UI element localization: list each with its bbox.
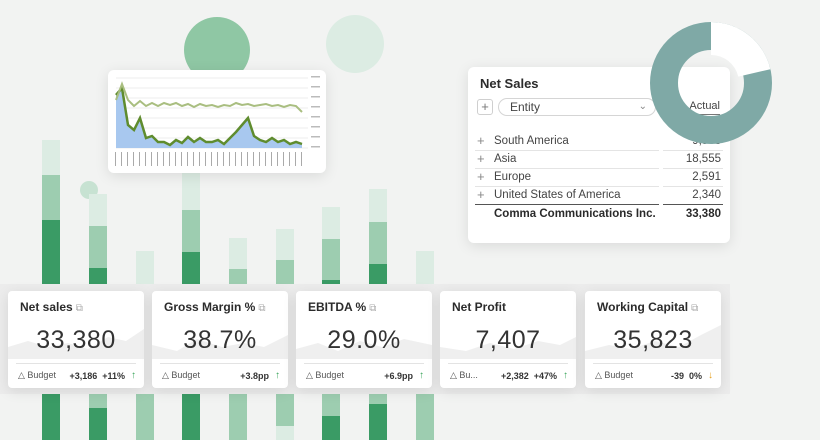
mini-line-chart-card bbox=[108, 70, 326, 173]
row-name: United States of America bbox=[494, 189, 621, 201]
kpi-delta: +3.8pp bbox=[240, 370, 269, 381]
arrow-up-icon: ↑ bbox=[275, 370, 280, 381]
kpi-delta-pct: +47% bbox=[533, 370, 557, 381]
kpi-title: Net Profit bbox=[452, 300, 506, 314]
kpi-value: 35,823 bbox=[613, 326, 693, 354]
entity-dimension-select[interactable]: Entity ⌄ bbox=[498, 98, 656, 116]
decor-bars bbox=[42, 140, 434, 440]
kpi-title: Gross Margin % bbox=[164, 300, 256, 314]
kpi-value: 7,407 bbox=[475, 326, 541, 354]
kpi-sparkline bbox=[585, 325, 721, 359]
kpi-footer-label: △ Budget bbox=[306, 370, 344, 380]
expand-row-icon[interactable]: + bbox=[477, 151, 485, 166]
arrow-up-icon: ↑ bbox=[563, 370, 568, 381]
row-value: 2,340 bbox=[692, 189, 721, 201]
table-total-row: Comma Communications Inc. 33,380 bbox=[475, 206, 723, 224]
kpi-title: EBITDA % bbox=[308, 300, 367, 314]
external-link-icon[interactable]: ⧉ bbox=[258, 303, 266, 314]
kpi-delta: +6.9pp bbox=[384, 370, 413, 381]
kpi-delta-pct: 0% bbox=[688, 370, 702, 381]
kpi-title: Net sales bbox=[20, 300, 73, 314]
kpi-card-net-sales[interactable]: Net sales ⧉ 33,380 △ Budget +3,186 +11% ↑ bbox=[8, 291, 144, 388]
net-sales-title: Net Sales bbox=[480, 76, 539, 91]
expand-row-icon[interactable]: + bbox=[477, 187, 485, 202]
area-series bbox=[116, 88, 302, 148]
external-link-icon[interactable]: ⧉ bbox=[691, 303, 699, 314]
row-value: 2,591 bbox=[692, 171, 721, 183]
kpi-delta: +2,382 bbox=[500, 370, 529, 381]
donut-chart bbox=[650, 22, 772, 144]
kpi-card-working-capital[interactable]: Working Capital ⧉ 35,823 △ Budget -39 0% … bbox=[585, 291, 721, 388]
table-row[interactable]: + Asia 18,555 bbox=[475, 151, 723, 169]
chevron-down-icon: ⌄ bbox=[638, 101, 647, 112]
expand-row-icon[interactable]: + bbox=[477, 133, 485, 148]
kpi-sparkline bbox=[440, 337, 576, 359]
kpi-card-net-profit[interactable]: Net Profit 7,407 △ Bu... +2,382 +47% ↑ bbox=[440, 291, 576, 388]
kpi-sparkline bbox=[296, 339, 432, 359]
kpi-value: 33,380 bbox=[36, 326, 116, 354]
row-value: 18,555 bbox=[685, 153, 721, 165]
kpi-title: Working Capital bbox=[597, 300, 689, 314]
row-name: Asia bbox=[494, 153, 517, 165]
kpi-footer-label: △ Bu... bbox=[450, 370, 478, 380]
table-row[interactable]: + Europe 2,591 bbox=[475, 169, 723, 187]
decor-circle-large bbox=[184, 17, 250, 83]
line-series-dark bbox=[115, 85, 303, 147]
entity-select-label: Entity bbox=[510, 100, 541, 114]
row-name: South America bbox=[494, 135, 569, 147]
arrow-up-icon: ↑ bbox=[419, 370, 424, 381]
kpi-delta-pct: +11% bbox=[102, 370, 125, 381]
line-series-light bbox=[115, 81, 303, 113]
kpi-delta: +3,186 bbox=[69, 370, 98, 381]
table-row[interactable]: + United States of America 2,340 bbox=[475, 187, 723, 205]
kpi-value: 38.7% bbox=[183, 326, 257, 354]
kpi-card-ebitda[interactable]: EBITDA % ⧉ 29.0% △ Budget +6.9pp ↑ bbox=[296, 291, 432, 388]
kpi-footer-label: △ Budget bbox=[162, 370, 200, 380]
arrow-down-icon: ↓ bbox=[708, 370, 713, 381]
kpi-card-gross-margin[interactable]: Gross Margin % ⧉ 38.7% △ Budget +3.8pp ↑ bbox=[152, 291, 288, 388]
kpi-value: 29.0% bbox=[327, 326, 401, 354]
kpi-footer-label: △ Budget bbox=[595, 370, 633, 380]
mini-line-chart bbox=[115, 76, 320, 166]
kpi-footer-label: △ Budget bbox=[18, 370, 56, 380]
arrow-up-icon: ↑ bbox=[131, 370, 136, 381]
decor-circle-pale bbox=[326, 15, 384, 73]
total-name: Comma Communications Inc. bbox=[494, 208, 656, 220]
kpi-delta: -39 bbox=[670, 370, 684, 381]
kpi-sparkline bbox=[8, 329, 144, 359]
donut-slice-white bbox=[711, 22, 771, 77]
expand-all-plus-icon[interactable]: + bbox=[477, 99, 493, 115]
external-link-icon[interactable]: ⧉ bbox=[369, 303, 377, 314]
expand-row-icon[interactable]: + bbox=[477, 169, 485, 184]
external-link-icon[interactable]: ⧉ bbox=[75, 303, 83, 314]
total-value: 33,380 bbox=[685, 208, 721, 220]
row-name: Europe bbox=[494, 171, 532, 183]
kpi-sparkline bbox=[152, 335, 288, 359]
